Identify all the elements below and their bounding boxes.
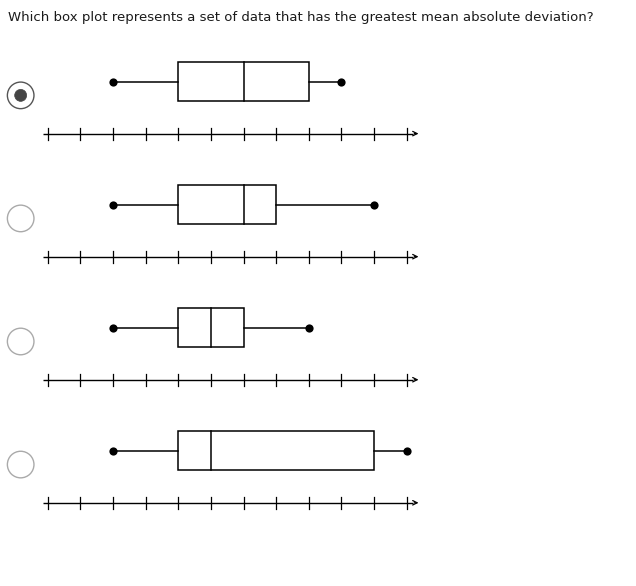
Bar xyxy=(178,308,244,347)
Text: Which box plot represents a set of data that has the greatest mean absolute devi: Which box plot represents a set of data … xyxy=(8,11,593,23)
Bar xyxy=(178,431,374,471)
Point xyxy=(108,200,118,209)
Point xyxy=(108,77,118,86)
Bar xyxy=(178,62,309,101)
Bar xyxy=(178,185,276,224)
Circle shape xyxy=(15,90,27,101)
Point xyxy=(401,446,411,455)
Point xyxy=(304,323,314,332)
Point xyxy=(108,323,118,332)
Point xyxy=(369,200,379,209)
Point xyxy=(336,77,347,86)
Point xyxy=(108,446,118,455)
